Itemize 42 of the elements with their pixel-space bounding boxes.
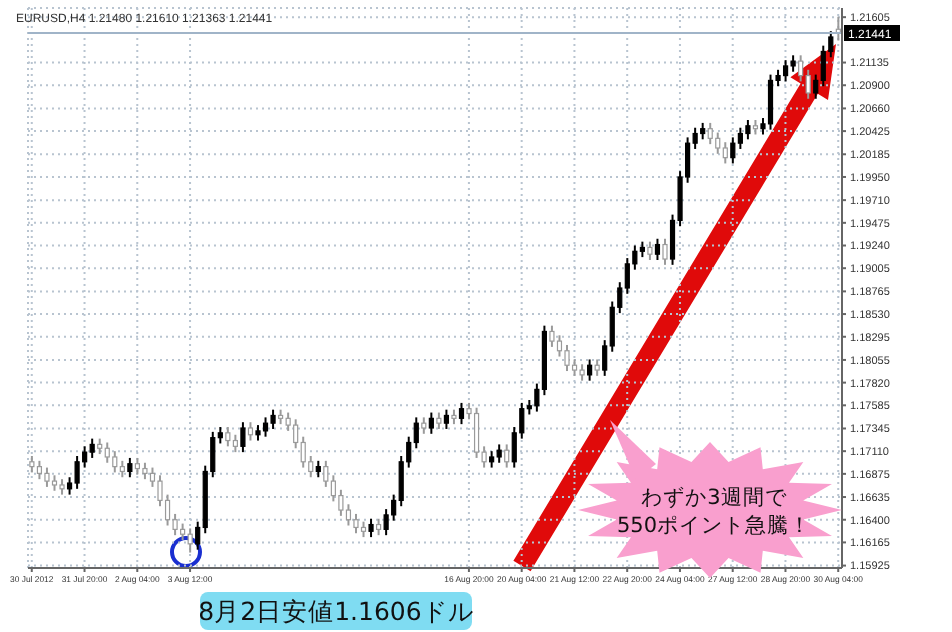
candlestick [104, 441, 110, 464]
candlestick [504, 443, 510, 469]
candlestick [353, 512, 359, 535]
candlestick [112, 450, 118, 474]
candlestick [730, 136, 736, 165]
candlestick [805, 68, 811, 100]
candlestick [262, 416, 269, 438]
candlestick [715, 131, 721, 155]
candlestick [820, 44, 826, 88]
candlestick [89, 437, 95, 459]
candlestick [44, 466, 50, 488]
candlestick [270, 408, 276, 430]
candlestick [74, 455, 80, 490]
candlestick [323, 459, 329, 488]
candlestick [473, 406, 480, 459]
candlestick [745, 119, 751, 141]
candlestick [383, 508, 389, 537]
candlestick [662, 237, 668, 266]
candlestick [127, 456, 133, 479]
candlestick [564, 343, 570, 373]
candlestick [722, 141, 728, 165]
candlestick [345, 503, 352, 527]
annotation: わずか3週間で 550ポイント急騰！ [616, 484, 812, 538]
candlestick [187, 527, 193, 554]
candlestick [707, 121, 713, 146]
candlestick [443, 408, 450, 430]
candlestick [647, 240, 653, 261]
candlestick [782, 59, 789, 83]
candlestick [737, 126, 743, 150]
candlestick [330, 474, 336, 503]
candlestick [247, 421, 254, 442]
candlestick [587, 358, 593, 382]
candlestick [428, 411, 434, 435]
candlestick [368, 517, 374, 539]
candlestick [654, 237, 661, 261]
candlestick [225, 426, 231, 448]
candlestick [36, 459, 43, 481]
candlestick [240, 421, 246, 454]
candlestick [458, 401, 465, 426]
candlestick [496, 443, 502, 464]
candlestick [767, 73, 774, 131]
candlestick [556, 334, 563, 358]
